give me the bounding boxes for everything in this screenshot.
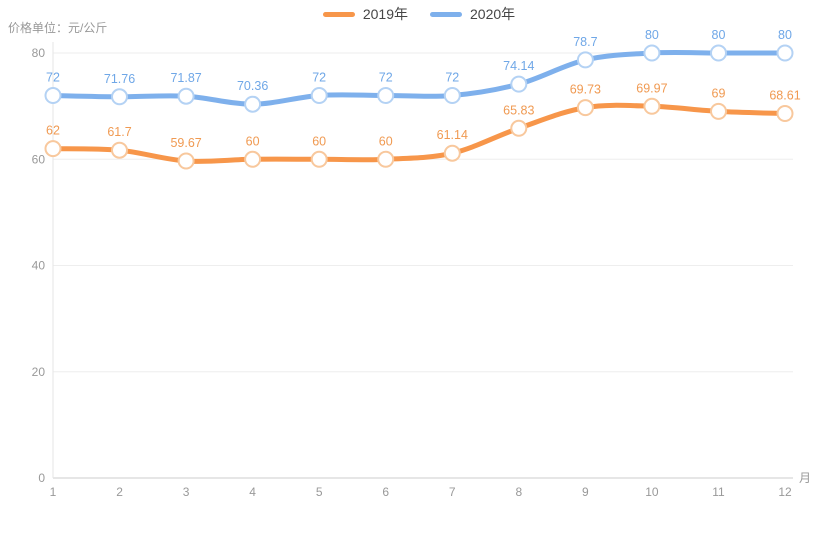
x-axis-name: 月	[799, 471, 811, 485]
data-point-2020年-7[interactable]	[443, 87, 461, 104]
data-label-2020年-12: 80	[778, 28, 792, 42]
data-label-2019年-2: 61.7	[107, 125, 131, 139]
y-tick-label: 0	[38, 471, 45, 485]
data-point-2019年-10[interactable]	[643, 97, 661, 115]
data-label-2020年-8: 74.14	[503, 59, 534, 73]
legend-item-2019[interactable]: 2019年	[322, 6, 408, 22]
legend-swatch-2019	[322, 11, 355, 17]
data-label-2019年-5: 60	[312, 134, 326, 148]
data-label-2019年-4: 60	[246, 134, 260, 148]
data-point-2019年-2[interactable]	[111, 141, 128, 159]
x-tick-label: 6	[382, 485, 389, 499]
y-axis-unit-title: 价格单位：元/公斤	[8, 21, 108, 35]
legend-swatch-2020	[430, 11, 462, 17]
data-label-2019年-6: 60	[379, 134, 393, 148]
legend-label-2019: 2019年	[362, 6, 408, 22]
data-label-2020年-1: 72	[46, 71, 60, 85]
y-tick-label: 80	[32, 46, 46, 60]
data-label-2019年-9: 69.73	[570, 83, 601, 97]
y-tick-label: 40	[32, 259, 46, 273]
data-point-2020年-3[interactable]	[177, 87, 195, 105]
x-tick-label: 10	[645, 485, 659, 499]
data-point-2020年-9[interactable]	[576, 51, 594, 69]
x-tick-label: 4	[249, 485, 256, 499]
data-label-2020年-7: 72	[445, 71, 459, 85]
data-point-2020年-2[interactable]	[111, 88, 128, 106]
data-point-2019年-5[interactable]	[310, 150, 328, 168]
data-point-2019年-4[interactable]	[244, 150, 262, 168]
data-point-2019年-6[interactable]	[377, 150, 395, 168]
data-label-2019年-1: 62	[46, 124, 60, 138]
data-label-2019年-8: 65.83	[503, 103, 534, 117]
data-point-2020年-5[interactable]	[310, 87, 328, 104]
x-tick-label: 12	[778, 485, 792, 499]
data-point-2019年-12[interactable]	[776, 105, 794, 122]
legend-item-2020[interactable]: 2020年	[430, 7, 515, 21]
data-label-2020年-10: 80	[645, 28, 659, 42]
data-point-2020年-1[interactable]	[44, 87, 62, 104]
data-label-2020年-4: 70.36	[237, 79, 268, 93]
x-tick-label: 1	[50, 485, 57, 499]
data-label-2019年-3: 59.67	[170, 136, 201, 150]
data-label-2019年-11: 69	[712, 86, 726, 100]
series-line-2019年	[50, 102, 788, 164]
data-point-2020年-12[interactable]	[776, 44, 794, 62]
data-point-2020年-10[interactable]	[643, 44, 661, 62]
series-line-2020年	[50, 49, 788, 107]
x-tick-label: 7	[449, 485, 456, 499]
data-point-2019年-7[interactable]	[443, 144, 461, 162]
data-point-2020年-4[interactable]	[244, 95, 262, 113]
data-point-2019年-11[interactable]	[710, 102, 727, 120]
data-label-2020年-9: 78.7	[573, 35, 597, 49]
data-point-2019年-9[interactable]	[576, 99, 594, 117]
x-tick-label: 9	[582, 485, 589, 499]
x-tick-label: 3	[183, 485, 190, 499]
y-tick-label: 60	[32, 152, 46, 166]
data-point-2020年-11[interactable]	[710, 44, 727, 62]
x-tick-label: 2	[116, 485, 123, 499]
data-point-2019年-3[interactable]	[177, 152, 195, 170]
x-tick-label: 11	[712, 485, 725, 499]
legend-label-2020: 2020年	[470, 6, 516, 22]
x-tick-label: 8	[515, 485, 522, 499]
data-label-2020年-3: 71.87	[170, 71, 201, 85]
x-tick-label: 5	[316, 485, 323, 499]
data-label-2020年-6: 72	[379, 71, 393, 85]
data-point-2019年-1[interactable]	[44, 140, 62, 158]
data-point-2020年-6[interactable]	[377, 87, 395, 104]
data-label-2019年-12: 68.61	[769, 89, 800, 103]
data-label-2020年-2: 71.76	[104, 72, 135, 86]
data-label-2019年-10: 69.97	[636, 81, 667, 95]
data-label-2020年-5: 72	[312, 71, 326, 85]
data-point-2019年-8[interactable]	[510, 119, 528, 137]
y-tick-label: 20	[32, 365, 46, 379]
data-point-2020年-8[interactable]	[510, 75, 528, 93]
data-label-2020年-11: 80	[712, 28, 726, 42]
data-label-2019年-7: 61.14	[437, 128, 468, 142]
chart-legend: 2019年 2020年	[0, 7, 838, 21]
